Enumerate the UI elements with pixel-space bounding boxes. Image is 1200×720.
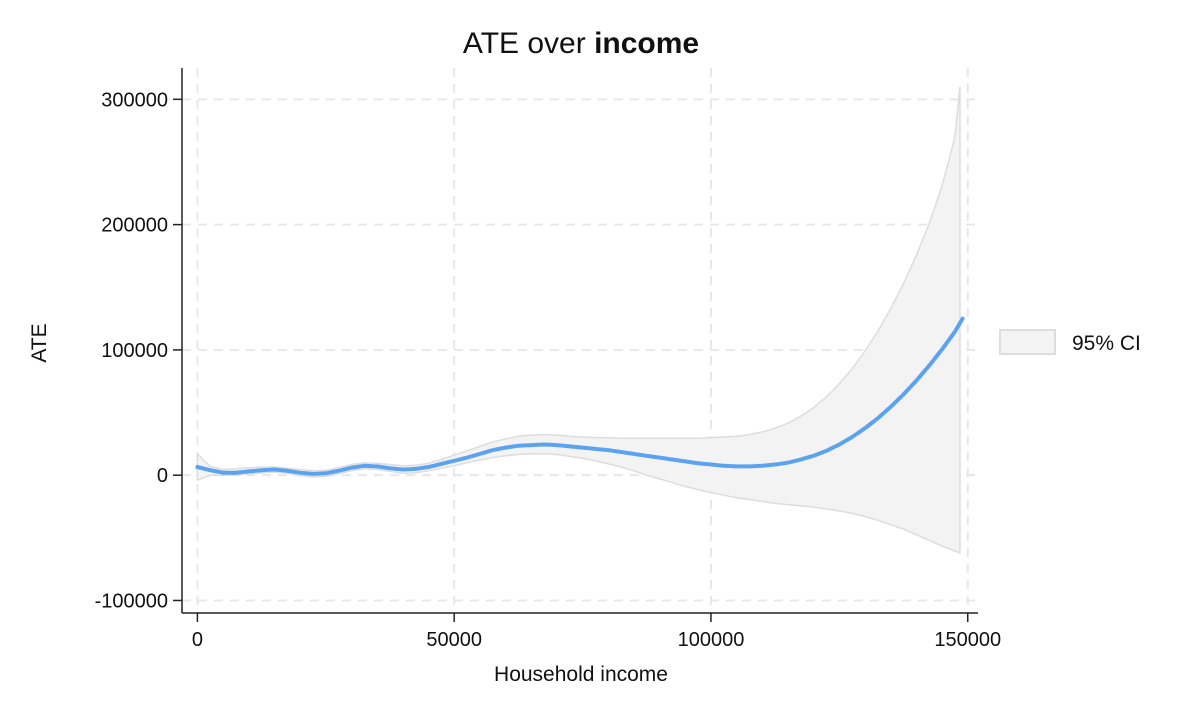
estimate-line [195, 316, 965, 476]
y-tick-label-4: 300000 [101, 89, 168, 111]
ci-band-area [196, 86, 961, 554]
legend: 95% CI [999, 329, 1141, 355]
x-axis-title: Household income [494, 663, 668, 686]
y-tick-label-1: 0 [157, 465, 168, 487]
y-axis-title: ATE [28, 323, 51, 362]
ate-estimate-line [195, 316, 965, 476]
y-tick-label-0: -100000 [95, 590, 168, 612]
chart-title-main: ATE over [463, 27, 586, 60]
y-tick-labels: -100000 0 100000 200000 300000 [95, 89, 168, 612]
y-tick-label-2: 100000 [101, 340, 168, 362]
legend-ci-label: 95% CI [1072, 332, 1141, 355]
x-tick-labels: 0 50000 100000 150000 [192, 629, 1001, 651]
x-tick-label-1: 50000 [426, 629, 482, 651]
x-tick-label-0: 0 [192, 629, 203, 651]
axes [173, 68, 978, 622]
grid-lines [182, 68, 978, 613]
ci-band [196, 86, 961, 554]
x-tick-label-3: 150000 [934, 629, 1001, 651]
legend-ci-swatch [999, 329, 1056, 355]
chart-title-bold: income [594, 27, 699, 60]
y-tick-label-3: 200000 [101, 215, 168, 237]
x-tick-label-2: 100000 [678, 629, 745, 651]
chart-title: ATE over income [463, 27, 699, 60]
